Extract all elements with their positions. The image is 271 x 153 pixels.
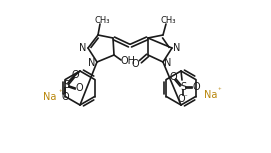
Text: Na: Na xyxy=(43,92,57,102)
Text: O: O xyxy=(169,72,177,82)
Text: S: S xyxy=(63,80,69,90)
Text: O: O xyxy=(71,70,79,80)
Text: Na: Na xyxy=(204,90,218,100)
Text: OH: OH xyxy=(121,56,136,66)
Text: CH₃: CH₃ xyxy=(160,15,176,24)
Text: O: O xyxy=(75,83,83,93)
Text: O: O xyxy=(177,94,185,104)
Text: ⁺: ⁺ xyxy=(217,88,221,94)
Text: N: N xyxy=(164,58,172,68)
Text: CH₃: CH₃ xyxy=(94,15,110,24)
Text: S: S xyxy=(180,82,186,92)
Text: O: O xyxy=(192,82,200,92)
Text: ⁺: ⁺ xyxy=(58,90,62,96)
Text: N: N xyxy=(79,43,87,53)
Text: N: N xyxy=(88,58,96,68)
Text: ⁻: ⁻ xyxy=(183,94,187,100)
Text: O: O xyxy=(61,92,69,102)
Text: O: O xyxy=(131,59,139,69)
Text: N: N xyxy=(173,43,181,53)
